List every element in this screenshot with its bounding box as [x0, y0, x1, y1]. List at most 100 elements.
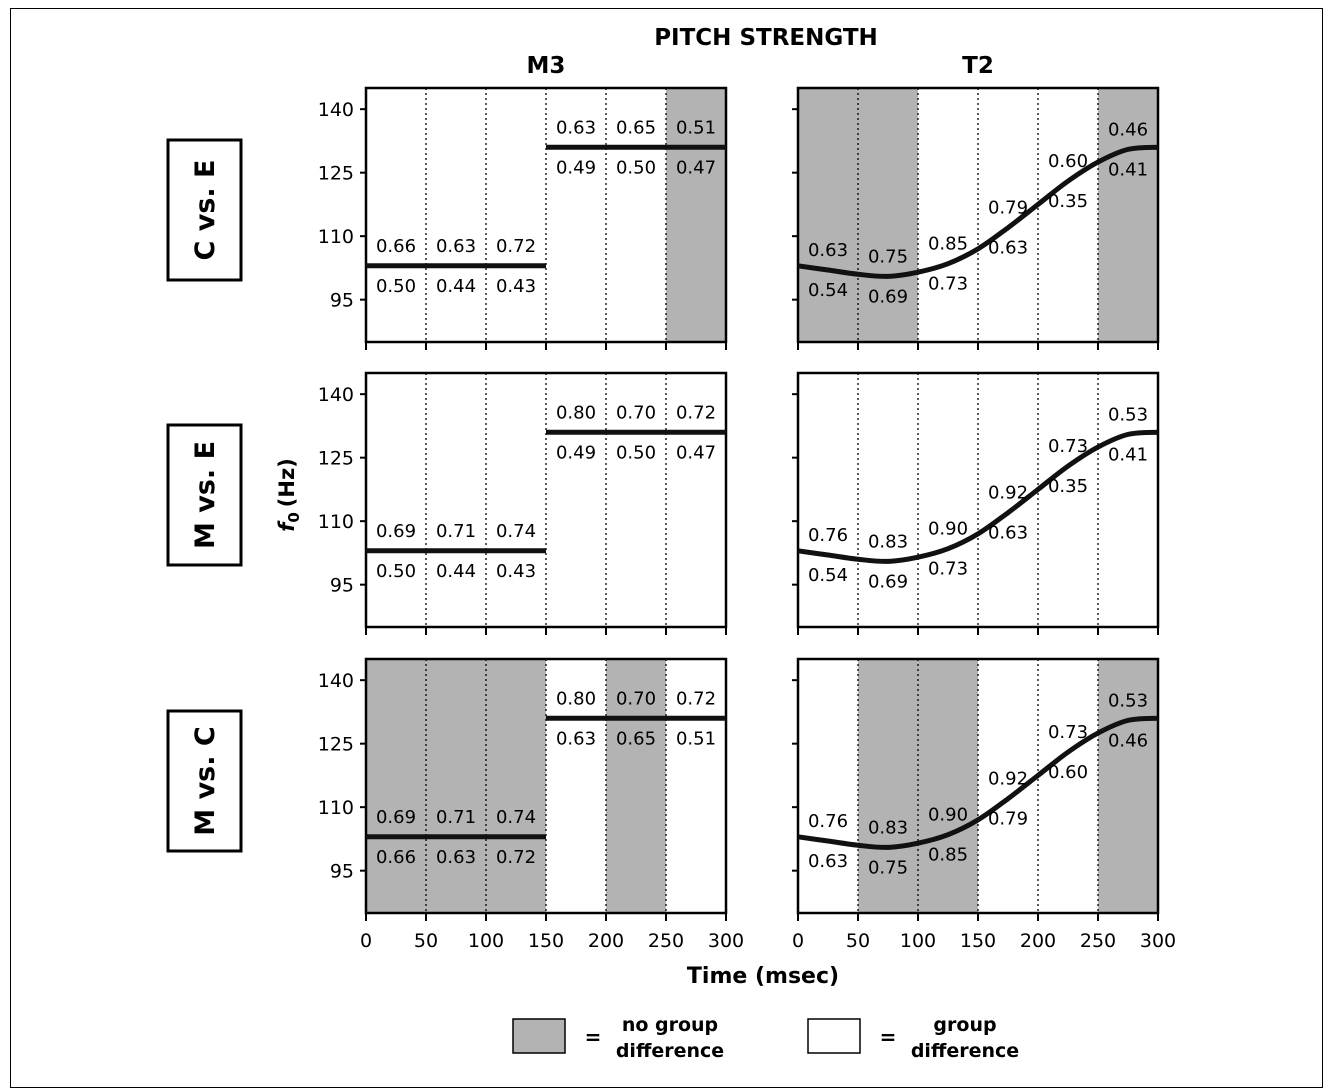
- y-tick-label: 95: [330, 861, 354, 883]
- x-tick-label: 100: [468, 930, 504, 952]
- pitch-strength-label-bottom: 0.69: [868, 571, 908, 592]
- row-label: M vs. E: [190, 441, 221, 549]
- pitch-strength-label-bottom: 0.47: [676, 442, 716, 463]
- pitch-strength-label-top: 0.90: [928, 805, 968, 826]
- y-tick-label: 140: [318, 670, 354, 692]
- pitch-strength-label-top: 0.70: [616, 402, 656, 423]
- y-tick-label: 95: [330, 290, 354, 312]
- pitch-strength-label-top: 0.69: [376, 521, 416, 542]
- pitch-strength-label-top: 0.74: [496, 521, 536, 542]
- pitch-strength-label-top: 0.74: [496, 807, 536, 828]
- pitch-strength-label-bottom: 0.50: [376, 561, 416, 582]
- no-difference-shade: [366, 659, 546, 913]
- x-tick-label: 300: [1140, 930, 1176, 952]
- pitch-strength-label-top: 0.72: [676, 402, 716, 423]
- pitch-strength-label-bottom: 0.43: [496, 276, 536, 297]
- y-tick-label: 140: [318, 99, 354, 121]
- pitch-strength-label-top: 0.66: [376, 236, 416, 257]
- pitch-strength-label-bottom: 0.75: [868, 857, 908, 878]
- x-axis-label: Time (msec): [687, 964, 839, 989]
- pitch-strength-label-bottom: 0.73: [928, 274, 968, 295]
- pitch-strength-label-bottom: 0.49: [556, 157, 596, 178]
- pitch-strength-label-bottom: 0.47: [676, 157, 716, 178]
- x-tick-label: 300: [708, 930, 744, 952]
- pitch-strength-label-top: 0.79: [988, 198, 1028, 219]
- pitch-strength-label-bottom: 0.44: [436, 561, 476, 582]
- y-tick-label: 110: [318, 511, 354, 533]
- pitch-strength-label-bottom: 0.41: [1108, 159, 1148, 180]
- y-tick-label: 125: [318, 163, 354, 185]
- pitch-strength-label-top: 0.83: [868, 817, 908, 838]
- pitch-strength-label-bottom: 0.50: [616, 442, 656, 463]
- column-title-m3: M3: [527, 53, 566, 79]
- legend-label-line1: group: [933, 1014, 996, 1036]
- pitch-strength-label-bottom: 0.69: [868, 286, 908, 307]
- x-tick-label: 200: [1020, 930, 1056, 952]
- no-difference-shade: [666, 88, 726, 342]
- pitch-strength-label-top: 0.72: [676, 688, 716, 709]
- panel-t2-row1: 0.63 0.54 0.75 0.69 0.85 0.73 0.79 0.63 0.60 0.35…: [792, 86, 1160, 350]
- x-tick-label: 0: [360, 930, 372, 952]
- row-label: M vs. C: [190, 726, 221, 835]
- pitch-strength-label-bottom: 0.72: [496, 847, 536, 868]
- pitch-strength-label-top: 0.75: [868, 246, 908, 267]
- pitch-strength-label-bottom: 0.35: [1048, 191, 1088, 212]
- y-axis-label: f0 (Hz): [275, 458, 303, 532]
- y-axis-label-sub: 0: [285, 512, 303, 522]
- row-label-box: [166, 423, 243, 567]
- pitch-strength-label-bottom: 0.79: [988, 809, 1028, 830]
- pitch-strength-label-top: 0.63: [808, 240, 848, 261]
- pitch-strength-label-bottom: 0.66: [376, 847, 416, 868]
- f0-contour-line: [797, 429, 1159, 564]
- pitch-strength-label-top: 0.71: [436, 807, 476, 828]
- legend: = no group difference = group difference: [512, 1014, 1019, 1062]
- f0-contour-line: [366, 715, 726, 840]
- legend-swatch: [807, 1018, 861, 1054]
- pitch-strength-label-bottom: 0.85: [928, 845, 968, 866]
- pitch-strength-label-top: 0.53: [1108, 404, 1148, 425]
- panel-m3-row3: 140 125 110 95 0 50 100 150 200 250 300 0.69 0.66 0.7…: [318, 657, 744, 952]
- pitch-strength-label-bottom: 0.35: [1048, 476, 1088, 497]
- pitch-strength-label-top: 0.70: [616, 688, 656, 709]
- legend-label-line2: difference: [911, 1040, 1019, 1062]
- y-tick-label: 95: [330, 575, 354, 597]
- y-tick-label: 125: [318, 448, 354, 470]
- legend-label-line1: no group: [622, 1014, 718, 1036]
- pitch-strength-label-bottom: 0.60: [1048, 762, 1088, 783]
- pitch-strength-label-bottom: 0.51: [676, 728, 716, 749]
- y-tick-label: 110: [318, 226, 354, 248]
- pitch-strength-label-bottom: 0.63: [988, 238, 1028, 259]
- legend-swatch: [512, 1018, 566, 1054]
- pitch-strength-label-top: 0.51: [676, 117, 716, 138]
- column-title-t2: T2: [962, 53, 994, 79]
- y-tick-label: 140: [318, 384, 354, 406]
- x-tick-label: 250: [648, 930, 684, 952]
- panel-t2-row3: 0 50 100 150 200 250 300 0.76 0.63 0.83 0.75 0.90 0.…: [792, 657, 1176, 952]
- pitch-strength-label-top: 0.73: [1048, 436, 1088, 457]
- panel-m3-row1: 140 125 110 95 0.66 0.50 0.63 0.44 0.72 0.43 0.63 0…: [318, 86, 728, 350]
- x-tick-label: 100: [900, 930, 936, 952]
- f0-contour-line: [797, 144, 1159, 279]
- f0-contour-line: [797, 715, 1159, 850]
- y-tick-label: 125: [318, 734, 354, 756]
- pitch-strength-label-top: 0.76: [808, 525, 848, 546]
- pitch-strength-label-bottom: 0.54: [808, 565, 848, 586]
- no-difference-shade: [1098, 659, 1158, 913]
- pitch-strength-label-top: 0.80: [556, 688, 596, 709]
- row-label: C vs. E: [190, 160, 221, 261]
- pitch-strength-label-bottom: 0.50: [376, 276, 416, 297]
- x-tick-label: 200: [588, 930, 624, 952]
- pitch-strength-label-bottom: 0.50: [616, 157, 656, 178]
- pitch-strength-label-top: 0.73: [1048, 722, 1088, 743]
- pitch-strength-label-bottom: 0.73: [928, 559, 968, 580]
- no-difference-shade: [606, 659, 666, 913]
- legend-equals: =: [880, 1025, 897, 1049]
- legend-equals: =: [585, 1025, 602, 1049]
- pitch-strength-label-bottom: 0.63: [556, 728, 596, 749]
- y-axis-label-unit: (Hz): [275, 458, 299, 507]
- pitch-strength-label-bottom: 0.65: [616, 728, 656, 749]
- pitch-strength-label-top: 0.76: [808, 811, 848, 832]
- row-label-box: [166, 709, 243, 853]
- pitch-strength-label-top: 0.72: [496, 236, 536, 257]
